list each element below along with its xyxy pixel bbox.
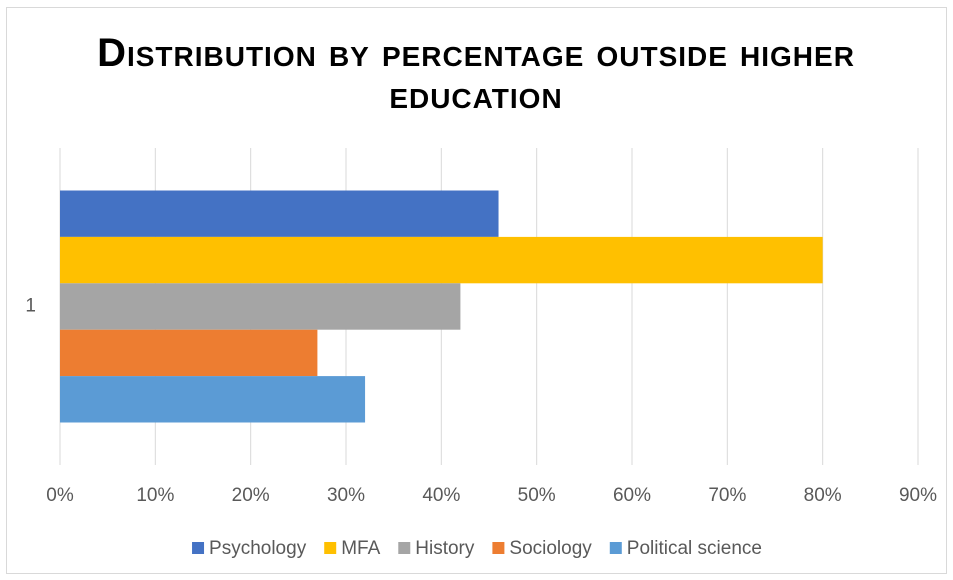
legend-label: Sociology — [509, 538, 592, 559]
legend-swatch — [324, 542, 337, 554]
x-tick-label: 60% — [613, 485, 651, 506]
bar — [60, 236, 823, 284]
bar — [60, 329, 318, 377]
bar — [60, 190, 499, 237]
y-tick-label: 1 — [25, 296, 36, 317]
legend-swatch — [398, 542, 411, 554]
x-tick-label: 30% — [327, 485, 365, 506]
legend-label: MFA — [341, 538, 380, 559]
x-tick-label: 10% — [136, 485, 174, 506]
legend-label: History — [415, 538, 475, 559]
legend-label: Political science — [627, 538, 762, 559]
chart-title: Distribution by percentage outside highe… — [97, 31, 855, 117]
bar — [60, 283, 461, 330]
legend-swatch — [609, 542, 622, 554]
x-tick-label: 20% — [232, 485, 270, 506]
legend-swatch — [192, 542, 205, 554]
legend-swatch — [492, 542, 505, 554]
x-tick-label: 40% — [422, 485, 460, 506]
x-tick-label: 50% — [518, 485, 556, 506]
legend-label: Psychology — [209, 538, 307, 559]
x-tick-label: 80% — [804, 485, 842, 506]
bar — [60, 376, 366, 423]
x-tick-label: 70% — [708, 485, 746, 506]
x-tick-label: 90% — [899, 485, 937, 506]
x-tick-label: 0% — [46, 485, 74, 506]
